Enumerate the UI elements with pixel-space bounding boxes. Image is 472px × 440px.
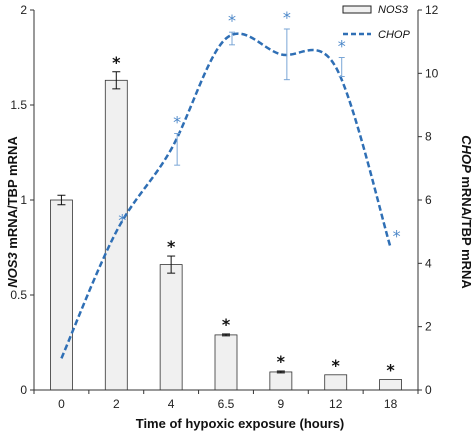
bars-layer bbox=[50, 71, 402, 391]
significance-star-nos3: * bbox=[332, 356, 341, 375]
y-right-tick-label: 6 bbox=[425, 193, 432, 207]
significance-star-chop: * bbox=[393, 227, 401, 246]
y-right-tick-label: 2 bbox=[425, 320, 432, 334]
y-right-tick-label: 12 bbox=[425, 3, 439, 17]
y-right-tick-label: 8 bbox=[425, 130, 432, 144]
x-axis-title: Time of hypoxic exposure (hours) bbox=[136, 416, 345, 431]
y-left-tick-label: 0 bbox=[20, 383, 27, 397]
x-tick-label: 12 bbox=[329, 397, 343, 411]
significance-star-nos3: * bbox=[277, 352, 286, 371]
markers-layer: * * * * * * * * * * * * bbox=[112, 8, 400, 380]
x-tick-label: 0 bbox=[58, 397, 65, 411]
significance-star-chop: * bbox=[118, 211, 126, 230]
x-tick-label: 2 bbox=[113, 397, 120, 411]
x-tick-label: 9 bbox=[278, 397, 285, 411]
y-right-tick-label: 0 bbox=[425, 383, 432, 397]
significance-star-chop: * bbox=[228, 11, 236, 30]
significance-star-chop: * bbox=[283, 8, 291, 27]
y-right-tick-label: 4 bbox=[425, 256, 432, 270]
x-tick-label: 4 bbox=[168, 397, 175, 411]
bar-nos3 bbox=[159, 264, 183, 391]
line-layer bbox=[60, 32, 392, 359]
significance-star-chop: * bbox=[338, 37, 346, 56]
significance-star-nos3: * bbox=[222, 315, 231, 334]
bar-nos3 bbox=[104, 79, 128, 391]
x-tick-label: 18 bbox=[384, 397, 398, 411]
y-right-tick-label: 10 bbox=[425, 66, 439, 80]
significance-star-nos3: * bbox=[386, 361, 395, 380]
line-chop bbox=[60, 32, 392, 359]
y-axis-left-title-gene: NOS3 bbox=[5, 252, 20, 288]
y-left-tick-label: 2 bbox=[20, 3, 27, 17]
significance-star-chop: * bbox=[173, 113, 181, 132]
significance-star-nos3: * bbox=[112, 53, 121, 72]
legend-label-chop: CHOP bbox=[378, 29, 410, 41]
axes-layer: 0 0.5 1 1.5 2 0 2 4 6 8 10 12 0 2 4 6.5 9 12 18 bbox=[10, 3, 438, 411]
y-axis-right-title-gene: CHOP bbox=[459, 135, 472, 173]
bar-nos3 bbox=[269, 371, 293, 391]
y-axis-left-title: NOS3 mRNA/TBP mRNA bbox=[5, 136, 20, 288]
x-tick-label: 6.5 bbox=[218, 397, 235, 411]
y-left-tick-label: 0.5 bbox=[10, 288, 27, 302]
y-left-tick-label: 1 bbox=[20, 193, 27, 207]
y-left-tick-label: 1.5 bbox=[10, 98, 27, 112]
significance-star-nos3: * bbox=[167, 237, 176, 256]
y-axis-left-title-rest: mRNA/TBP mRNA bbox=[5, 136, 20, 253]
bar-nos3 bbox=[324, 374, 348, 391]
legend-swatch-nos3 bbox=[342, 5, 372, 14]
bar-nos3 bbox=[214, 334, 238, 391]
legend: NOS3 CHOP bbox=[342, 4, 410, 41]
y-axis-right-title: CHOP mRNA/TBP mRNA bbox=[459, 135, 472, 289]
bar-nos3 bbox=[379, 379, 402, 391]
y-axis-right-title-rest: mRNA/TBP mRNA bbox=[459, 173, 472, 290]
bar-nos3 bbox=[50, 199, 73, 391]
legend-label-nos3: NOS3 bbox=[378, 4, 409, 16]
